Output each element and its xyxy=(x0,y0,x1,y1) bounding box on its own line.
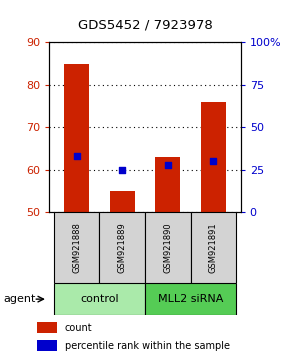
Bar xyxy=(110,191,135,212)
Text: GDS5452 / 7923978: GDS5452 / 7923978 xyxy=(78,18,212,31)
Bar xyxy=(99,212,145,283)
Bar xyxy=(145,283,236,315)
Text: control: control xyxy=(80,294,119,304)
Point xyxy=(211,159,216,164)
Text: GSM921888: GSM921888 xyxy=(72,222,81,273)
Point xyxy=(120,167,124,173)
Bar xyxy=(64,64,89,212)
Bar xyxy=(145,212,191,283)
Bar xyxy=(37,340,57,351)
Bar xyxy=(191,212,236,283)
Bar xyxy=(54,283,145,315)
Bar xyxy=(54,212,99,283)
Text: percentile rank within the sample: percentile rank within the sample xyxy=(65,341,230,351)
Text: GSM921890: GSM921890 xyxy=(163,222,172,273)
Point xyxy=(166,162,170,168)
Text: MLL2 siRNA: MLL2 siRNA xyxy=(158,294,223,304)
Bar xyxy=(37,322,57,333)
Text: GSM921889: GSM921889 xyxy=(118,222,127,273)
Bar xyxy=(155,157,180,212)
Text: count: count xyxy=(65,323,92,333)
Text: agent: agent xyxy=(3,294,35,304)
Point xyxy=(74,154,79,159)
Bar xyxy=(201,102,226,212)
Text: GSM921891: GSM921891 xyxy=(209,222,218,273)
